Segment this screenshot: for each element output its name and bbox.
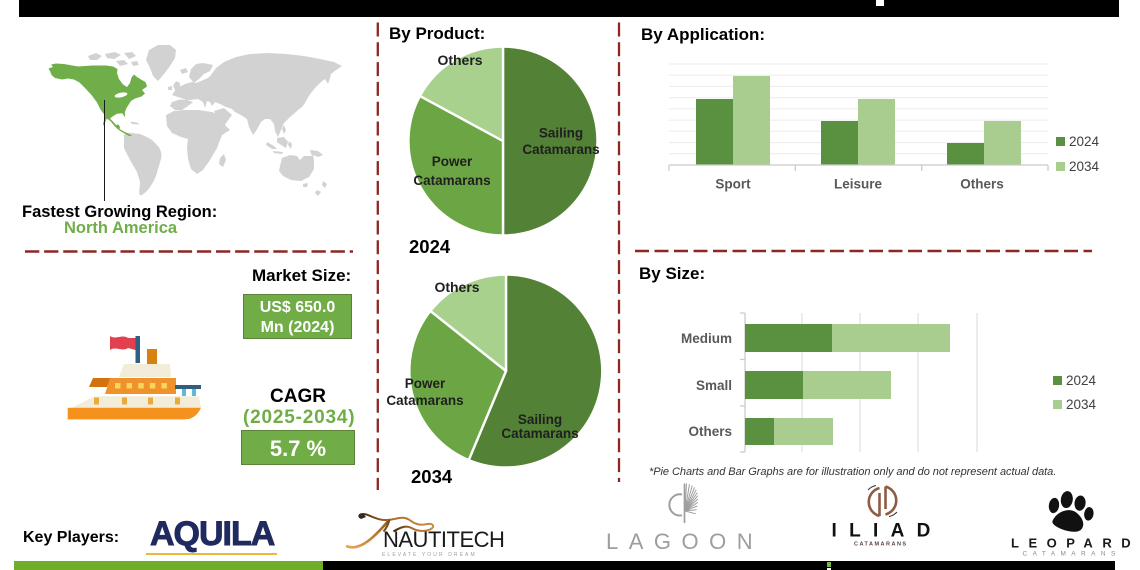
svg-text:Catamarans: Catamarans: [413, 173, 490, 188]
svg-text:CATAMARANS: CATAMARANS: [854, 542, 908, 548]
svg-text:LEOPARD: LEOPARD: [1011, 536, 1140, 551]
svg-text:Catamarans: Catamarans: [386, 393, 463, 408]
svg-text:Others: Others: [434, 279, 479, 295]
svg-text:Small: Small: [696, 378, 732, 393]
svg-text:ELEVATE YOUR DREAM: ELEVATE YOUR DREAM: [382, 552, 477, 558]
svg-text:Catamarans: Catamarans: [522, 142, 599, 157]
svg-text:Others: Others: [688, 424, 732, 439]
svg-text:2034: 2034: [1069, 159, 1100, 174]
svg-text:2024: 2024: [1069, 134, 1100, 149]
svg-text:ILIAD: ILIAD: [832, 521, 943, 542]
svg-text:Power: Power: [405, 376, 446, 391]
svg-text:Medium: Medium: [681, 331, 732, 346]
svg-text:LAGOON: LAGOON: [606, 529, 763, 554]
svg-text:CATAMARANS: CATAMARANS: [1023, 551, 1121, 558]
svg-text:Others: Others: [960, 177, 1004, 192]
svg-text:2034: 2034: [1066, 397, 1097, 412]
svg-text:Others: Others: [437, 52, 482, 68]
svg-text:2024: 2024: [1066, 373, 1097, 388]
svg-text:NAUTITECH: NAUTITECH: [383, 527, 504, 552]
svg-text:Power: Power: [432, 154, 473, 169]
svg-text:Sailing: Sailing: [518, 412, 562, 427]
svg-text:Sailing: Sailing: [539, 126, 583, 141]
svg-text:Sport: Sport: [715, 177, 751, 192]
svg-text:Leisure: Leisure: [834, 177, 883, 192]
svg-text:Catamarans: Catamarans: [501, 426, 578, 441]
